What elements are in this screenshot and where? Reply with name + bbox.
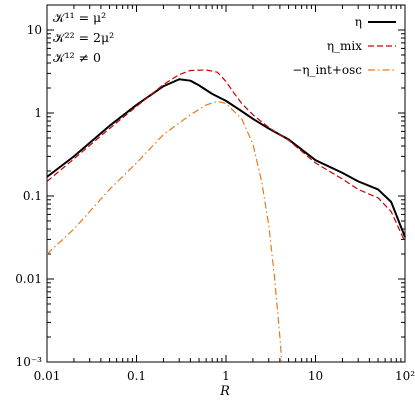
series-line-1 — [46, 69, 406, 243]
annotation-k11: 𝒦¹¹ = μ² — [53, 10, 106, 25]
y-tick-label: 0.01 — [15, 272, 42, 286]
annotation-k12: 𝒦¹² ≠ 0 — [53, 50, 101, 65]
x-tick-label: 1 — [222, 369, 230, 383]
series-line-2 — [46, 100, 283, 363]
annotation-k22: 𝒦²² = 2μ² — [53, 30, 114, 45]
legend-label-1: η_mix — [327, 39, 362, 53]
y-tick-label: 10⁻³ — [16, 355, 43, 369]
legend-label-0: η — [355, 15, 362, 29]
y-tick-label: 10 — [27, 23, 42, 37]
legend: η η_mix −η_int+osc — [292, 15, 396, 77]
x-tick-label: 0.01 — [34, 369, 61, 383]
series-layer — [46, 69, 406, 363]
y-tick-label: 1 — [34, 106, 42, 120]
x-axis-label: R — [219, 384, 230, 399]
annotations: 𝒦¹¹ = μ² 𝒦²² = 2μ² 𝒦¹² ≠ 0 — [53, 10, 114, 65]
x-tick-label: 10² — [395, 369, 415, 383]
legend-label-2: −η_int+osc — [292, 63, 362, 77]
x-tick-label: 10 — [308, 369, 323, 383]
y-tick-label: 0.1 — [23, 189, 42, 203]
x-tick-label: 0.1 — [127, 369, 146, 383]
series-line-0 — [46, 78, 406, 238]
axis-ticks — [46, 4, 405, 363]
